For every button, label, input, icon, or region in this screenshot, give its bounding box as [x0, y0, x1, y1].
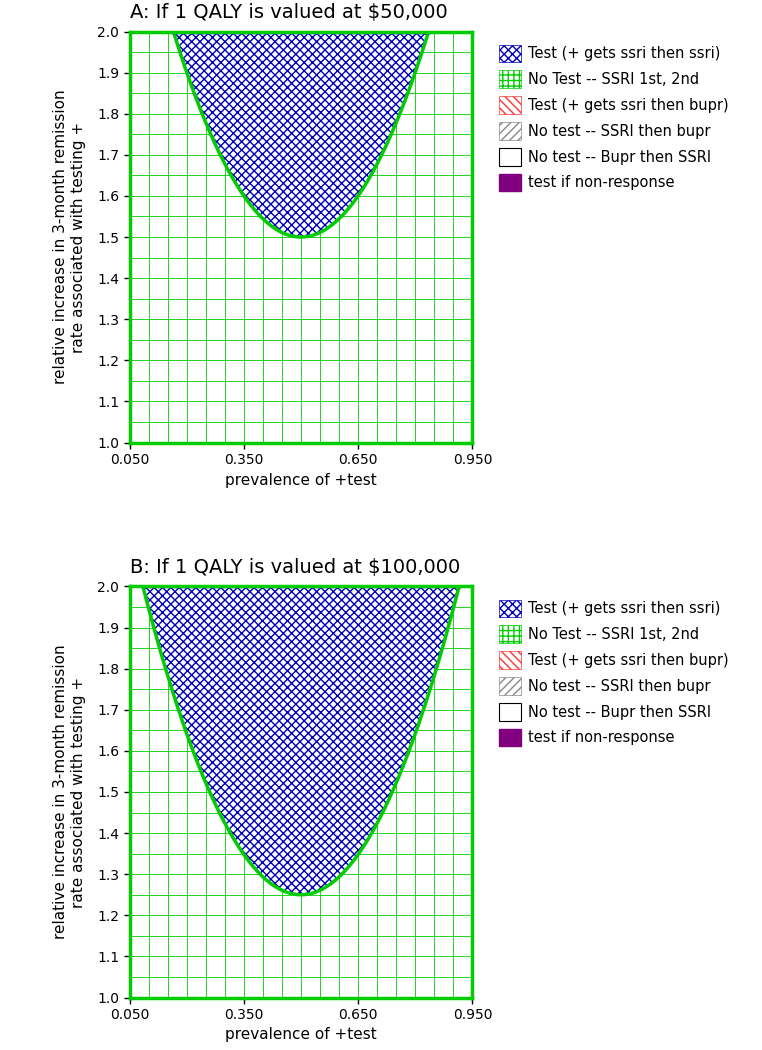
- Text: B: If 1 QALY is valued at $100,000: B: If 1 QALY is valued at $100,000: [130, 558, 459, 576]
- Legend: Test (+ gets ssri then ssri), No Test -- SSRI 1st, 2nd, Test (+ gets ssri then b: Test (+ gets ssri then ssri), No Test --…: [494, 39, 735, 197]
- Polygon shape: [143, 587, 459, 895]
- Text: A: If 1 QALY is valued at $50,000: A: If 1 QALY is valued at $50,000: [130, 2, 447, 22]
- Y-axis label: relative increase in 3-month remission
rate associated with testing +: relative increase in 3-month remission r…: [53, 645, 86, 940]
- X-axis label: prevalence of +test: prevalence of +test: [225, 1028, 377, 1043]
- Polygon shape: [174, 32, 428, 237]
- Y-axis label: relative increase in 3-month remission
rate associated with testing +: relative increase in 3-month remission r…: [53, 89, 86, 384]
- X-axis label: prevalence of +test: prevalence of +test: [225, 472, 377, 487]
- Legend: Test (+ gets ssri then ssri), No Test -- SSRI 1st, 2nd, Test (+ gets ssri then b: Test (+ gets ssri then ssri), No Test --…: [494, 593, 735, 752]
